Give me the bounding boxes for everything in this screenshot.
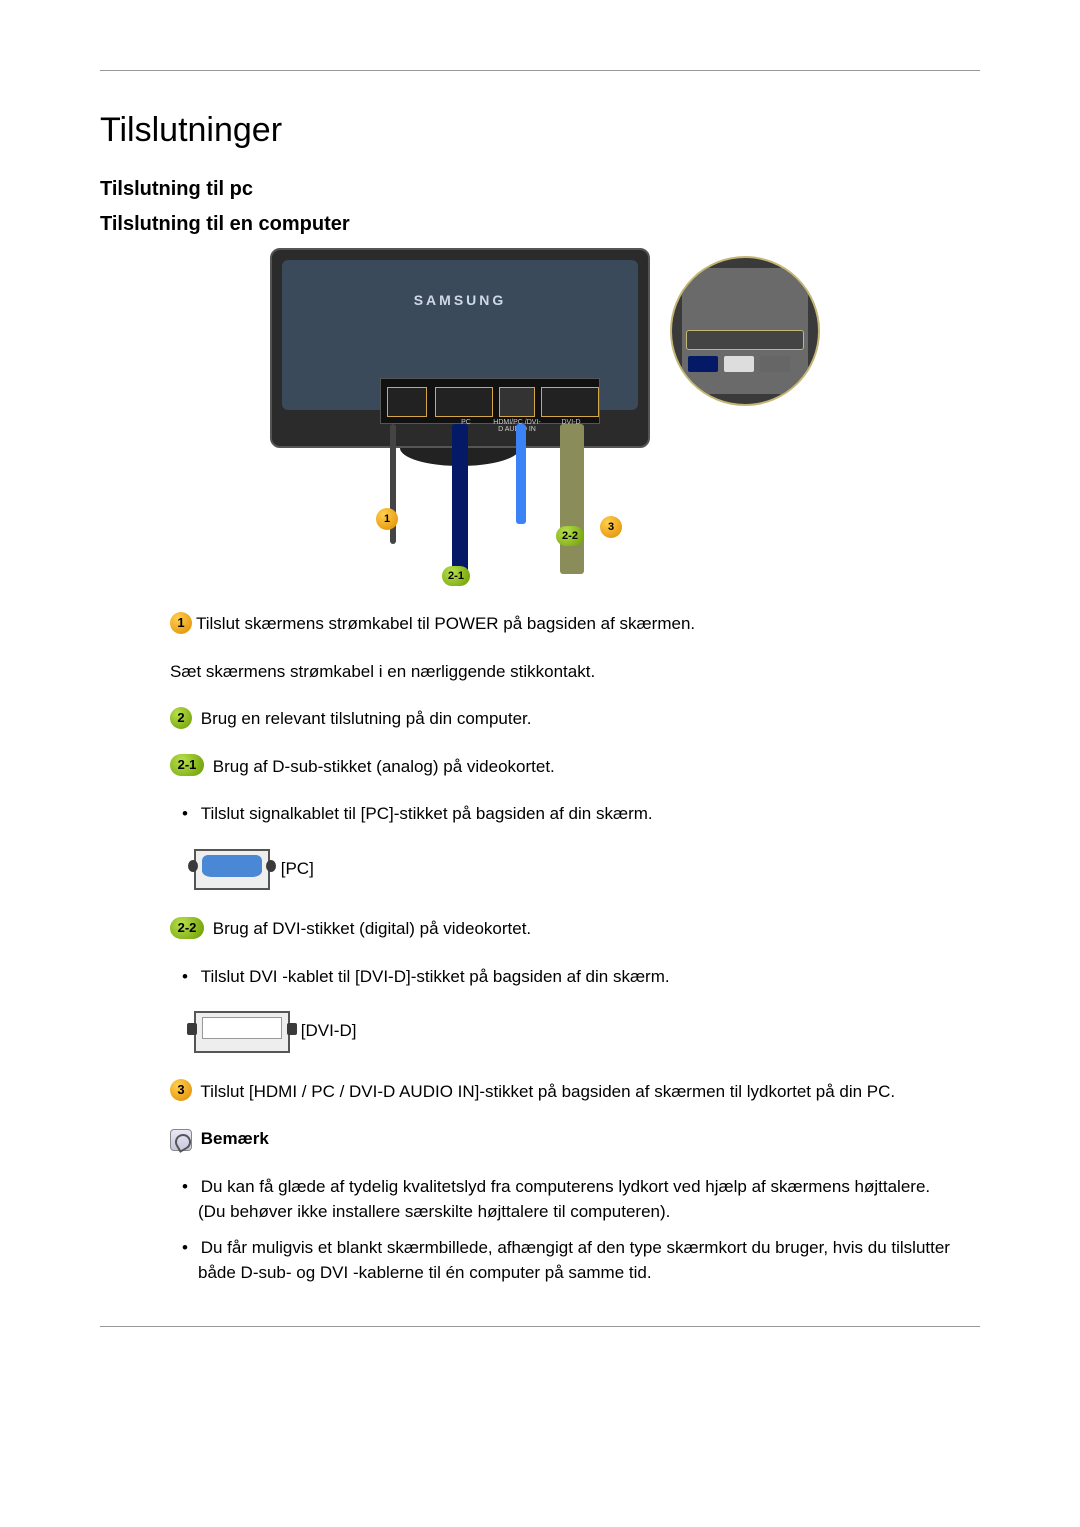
port-pc [435,387,493,417]
instructions: 1Tilslut skærmens strømkabel til POWER p… [170,611,960,1286]
step-1-extra: Sæt skærmens strømkabel i en nærliggende… [170,659,960,685]
pc-back-panel [670,256,820,406]
port-strip: PC HDMI/PC /DVI-D AUDIO IN DVI-D [380,378,600,424]
pc-audio-port [760,356,790,372]
section-heading-1: Tilslutning til pc [100,178,980,201]
step-3: 3 Tilslut [HDMI / PC / DVI-D AUDIO IN]-s… [170,1079,960,1105]
dvi-connector-label: [DVI-D] [301,1021,357,1040]
pc-dvi-port [724,356,754,372]
step-2-1-bullets: Tilslut signalkablet til [PC]-stikket på… [192,801,960,827]
note-bullets: Du kan få glæde af tydelig kvalitetslyd … [192,1174,960,1286]
port-audio [499,387,535,417]
vga-connector-icon [194,849,270,891]
note-header: Bemærk [170,1126,960,1152]
bottom-divider [100,1326,980,1327]
step-2-text: Brug en relevant tilslutning på din comp… [201,709,532,728]
step-2-2-bullet-1: Tilslut DVI -kablet til [DVI-D]-stikket … [192,964,960,990]
dvi-connector-icon [194,1011,290,1053]
step-2-1-bullet-1: Tilslut signalkablet til [PC]-stikket på… [192,801,960,827]
note-icon [170,1129,192,1151]
step-2-2-bullets: Tilslut DVI -kablet til [DVI-D]-stikket … [192,964,960,990]
section-heading-2: Tilslutning til en computer [100,213,980,236]
step-2: 2 Brug en relevant tilslutning på din co… [170,706,960,732]
note-title: Bemærk [201,1129,269,1148]
page: Tilslutninger Tilslutning til pc Tilslut… [0,0,1080,1387]
callout-2-1: 2-1 [442,566,470,586]
note-bullet-1: Du kan få glæde af tydelig kvalitetslyd … [192,1174,960,1225]
note-bullet-2: Du får muligvis et blankt skærmbillede, … [192,1235,960,1286]
step-2-1: 2-1 Brug af D-sub-stikket (analog) på vi… [170,754,960,780]
callout-3: 3 [600,516,622,538]
vga-connector-label: [PC] [281,859,314,878]
badge-1-icon: 1 [170,612,192,634]
badge-2-1-icon: 2-1 [170,754,204,776]
step-2-1-text: Brug af D-sub-stikket (analog) på videok… [213,757,555,776]
step-1-text: Tilslut skærmens strømkabel til POWER på… [196,614,695,633]
cable-dvi [560,424,584,574]
pc-io-bar [686,330,804,350]
badge-2-icon: 2 [170,707,192,729]
port-power [387,387,427,417]
step-2-2-text: Brug af DVI-stikket (digital) på videoko… [213,919,531,938]
cable-vga [452,424,468,574]
badge-3-icon: 3 [170,1079,192,1101]
step-1: 1Tilslut skærmens strømkabel til POWER p… [170,611,960,637]
step-3-text: Tilslut [HDMI / PC / DVI-D AUDIO IN]-sti… [200,1082,895,1101]
vga-connector-row: [PC] [194,849,960,891]
callout-2-2: 2-2 [556,526,584,546]
top-divider [100,70,980,71]
port-dvi [541,387,599,417]
monitor-brand: SAMSUNG [272,292,648,308]
page-title: Tilslutninger [100,111,980,150]
pc-vga-port [688,356,718,372]
connection-diagram: SAMSUNG PC HDMI/PC /DVI-D AUDIO IN DVI-D… [100,248,980,583]
step-2-2: 2-2 Brug af DVI-stikket (digital) på vid… [170,916,960,942]
badge-2-2-icon: 2-2 [170,917,204,939]
cable-audio [516,424,526,524]
callout-1: 1 [376,508,398,530]
dvi-connector-row: [DVI-D] [194,1011,960,1053]
